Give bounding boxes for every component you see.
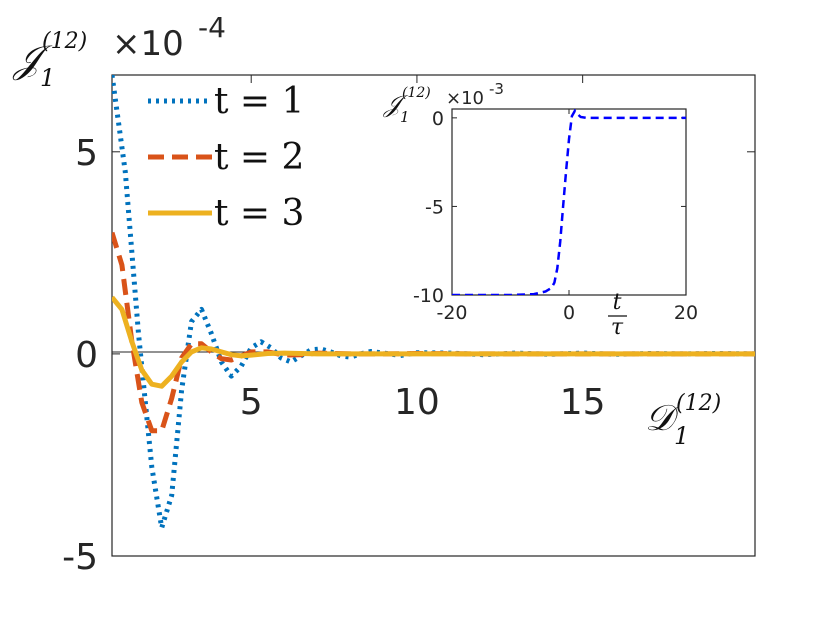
inset-x-tick-label: -20: [436, 302, 467, 324]
inset-x-tick-label: 0: [563, 302, 575, 324]
inset-series-group: [452, 109, 686, 295]
main-x-tick-label: 10: [394, 382, 440, 423]
series-line-3: [112, 295, 755, 389]
inset-x-ticks: -20 0 20: [436, 109, 698, 324]
main-y-ticks: 5 0 -5: [62, 133, 755, 578]
inset-y-tick-label: -10: [413, 285, 444, 307]
inset-y-multiplier-base: ×10: [446, 88, 484, 109]
main-x-tick-label: 15: [560, 382, 606, 423]
inset-y-tick-label: 0: [432, 108, 444, 130]
inset-x-label-denominator: τ: [611, 315, 624, 340]
inset-x-axis-label: t τ: [608, 290, 627, 340]
inset-y-ticks: 0 -5 -10: [413, 108, 686, 307]
main-series-group: [112, 75, 755, 531]
main-y-tick-label: 5: [75, 133, 98, 174]
main-x-label-sup: (12): [676, 391, 721, 416]
inset-y-label-sup: (12): [402, 85, 431, 101]
main-y-multiplier-exp: -4: [198, 11, 226, 44]
legend: t = 1 t = 2 t = 3: [148, 81, 304, 234]
main-x-tick-label: 5: [240, 382, 263, 423]
inset-y-label-sub: 1: [400, 108, 410, 126]
inset-x-tick-label: 20: [674, 302, 698, 324]
main-y-axis-label: 𝒥 1 (12): [12, 29, 87, 92]
legend-entry-3: t = 3: [214, 193, 304, 234]
inset-y-tick-label: -5: [425, 196, 444, 218]
legend-entry-2: t = 2: [214, 137, 304, 178]
inset-x-label-numerator: t: [613, 290, 622, 315]
inset-series-line-1: [452, 109, 686, 295]
inset-y-multiplier: ×10 -3: [446, 80, 504, 109]
inset-chart: 𝒥 1 (12) ×10 -3 0-5-10 -20 0 20 t τ: [383, 80, 698, 340]
main-y-multiplier-base: ×10: [112, 24, 184, 64]
legend-entry-1: t = 1: [214, 81, 304, 122]
main-y-label-sub: 1: [40, 64, 55, 92]
inset-y-multiplier-exp: -3: [489, 80, 504, 98]
main-y-label-sup: (12): [42, 29, 87, 54]
main-x-ticks: 5 10 15: [240, 75, 606, 423]
main-y-multiplier: ×10 -4: [112, 11, 226, 64]
main-x-label-sub: 1: [674, 422, 689, 450]
main-y-tick-label: 0: [75, 335, 98, 376]
main-y-tick-label: -5: [62, 537, 98, 578]
